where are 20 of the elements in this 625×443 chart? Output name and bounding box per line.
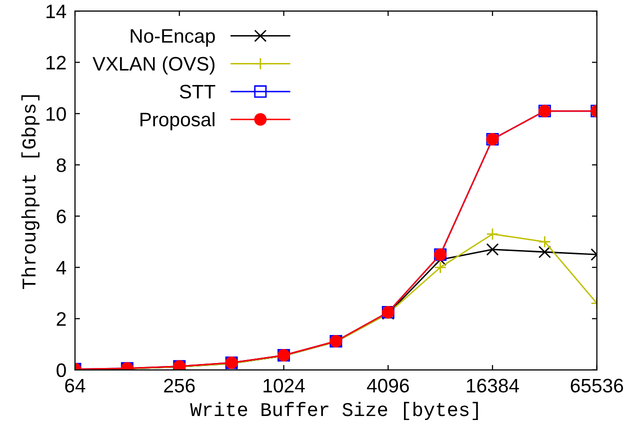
y-tick-label: 14 — [46, 4, 66, 18]
x-tick-label: 65536 — [570, 378, 624, 393]
x-tick-label: 256 — [164, 378, 195, 393]
y-tick-label: 4 — [56, 261, 66, 274]
y-axis-title: Throughput [Gbps] — [21, 95, 40, 289]
legend-label: VXLAN (OVS) — [92, 56, 214, 75]
x-axis-title: Write Buffer Size [bytes] — [190, 402, 478, 420]
y-tick-label: 8 — [56, 158, 66, 172]
x-tick-label: 1024 — [264, 378, 305, 393]
x-tick-label: 64 — [65, 378, 86, 393]
y-tick-label: 10 — [46, 107, 66, 121]
y-tick-label: 12 — [46, 56, 66, 70]
legend-label: Proposal — [140, 112, 214, 130]
y-tick-label: 0 — [56, 363, 66, 378]
x-tick-label: 16384 — [466, 378, 519, 393]
y-tick-label: 6 — [56, 210, 66, 224]
legend-label: No-Encap — [130, 29, 215, 47]
y-tick-label: 2 — [56, 312, 66, 326]
x-tick-label: 4096 — [366, 378, 409, 393]
legend-label: STT — [180, 84, 216, 99]
